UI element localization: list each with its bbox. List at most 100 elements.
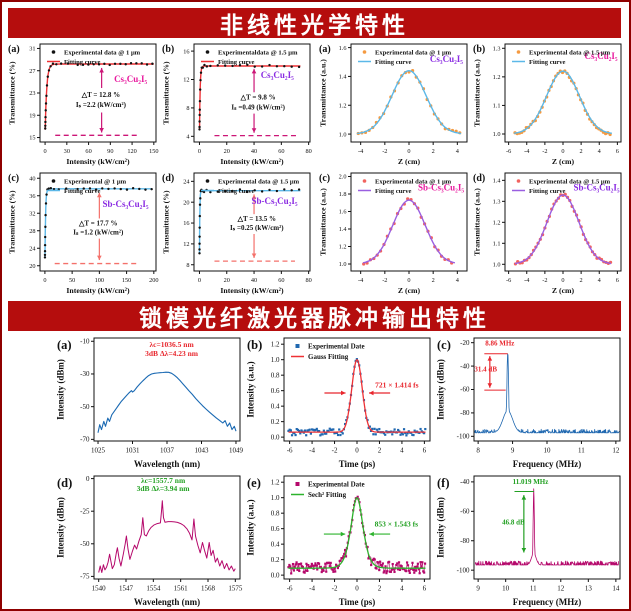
svg-text:4: 4 [456,277,460,284]
svg-text:Sb-Cs₃Cu₂I₅: Sb-Cs₃Cu₂I₅ [251,196,297,206]
svg-text:60: 60 [85,148,91,155]
svg-text:Intensity (a.u.): Intensity (a.u.) [246,361,256,417]
svg-text:1.1: 1.1 [493,103,501,110]
svg-text:Sech² Fitting: Sech² Fitting [308,491,347,499]
svg-text:0: 0 [407,277,410,284]
svg-text:0.2: 0.2 [271,556,280,564]
svg-text:4: 4 [400,585,404,593]
svg-text:-10: -10 [80,337,90,345]
svg-text:8: 8 [186,105,189,112]
svg-text:23: 23 [29,90,35,97]
svg-text:Intensity (a.u.): Intensity (a.u.) [246,499,256,555]
svg-text:1568: 1568 [201,585,216,593]
svg-text:1547: 1547 [119,585,134,593]
svg-text:-80: -80 [460,537,470,545]
svg-text:Sb-Cs₃Cu₂I₅: Sb-Cs₃Cu₂I₅ [102,199,148,209]
svg-text:1031: 1031 [126,447,141,455]
panel-spectrum-1557nm: 1540 1547 1554 1561 1568 1575 0 -25 -50 -75 Wavele… [54,472,246,609]
svg-text:0: 0 [43,277,46,284]
svg-text:0.8: 0.8 [271,509,280,517]
svg-text:1.0: 1.0 [271,494,280,502]
svg-text:0.2: 0.2 [271,418,280,426]
svg-text:Experimental data @ 1.5 μm: Experimental data @ 1.5 μm [529,178,611,185]
svg-text:(b): (b) [473,44,485,55]
svg-text:721 × 1.414 fs: 721 × 1.414 fs [375,381,419,390]
svg-text:11.019 MHz: 11.019 MHz [513,478,549,486]
svg-text:1.2: 1.2 [339,244,347,251]
svg-text:1.6: 1.6 [339,45,347,52]
svg-text:-2: -2 [332,585,338,593]
svg-text:4: 4 [186,134,190,141]
svg-text:0.6: 0.6 [271,387,280,395]
svg-text:Cs₃Cu₂I₅: Cs₃Cu₂I₅ [261,70,294,80]
svg-text:120: 120 [127,148,136,155]
svg-text:16: 16 [183,48,189,55]
svg-text:-25: -25 [80,507,90,515]
svg-text:Transmittance (%): Transmittance (%) [8,190,17,254]
svg-text:Transmittance (a.u.): Transmittance (a.u.) [473,59,482,127]
svg-text:Iₛ =0.25 (kW/cm²): Iₛ =0.25 (kW/cm²) [230,224,284,232]
svg-text:Transmittance (%): Transmittance (%) [162,61,171,125]
svg-text:-2: -2 [542,148,547,155]
svg-text:-30: -30 [80,370,90,378]
svg-text:80: 80 [305,148,311,155]
panel-spectrum-1036nm: 1025 1031 1037 1043 1049 -10 -30 -50 -70 Waveleng… [54,334,246,472]
svg-text:Experimental @ 1 μm: Experimental @ 1 μm [64,178,127,185]
svg-text:-2: -2 [332,447,338,455]
svg-text:0.0: 0.0 [271,571,280,579]
svg-text:-60: -60 [460,386,470,394]
svg-text:1.8: 1.8 [339,191,347,198]
svg-text:4: 4 [400,447,404,455]
svg-text:1.0: 1.0 [493,131,501,138]
svg-text:36: 36 [29,193,35,200]
svg-text:(a): (a) [8,44,20,55]
svg-text:(f): (f) [437,476,450,490]
svg-text:-2: -2 [382,148,387,155]
svg-text:100: 100 [95,277,104,284]
chart-canvas: 0 20 40 60 80 8 12 16 20 24 Intensity (kW/cm²) Tran… [162,172,312,295]
svg-text:10: 10 [502,585,510,593]
svg-text:Intensity (dBm): Intensity (dBm) [436,359,446,420]
svg-text:31: 31 [29,46,35,53]
svg-text:Gauss Fitting: Gauss Fitting [308,353,349,361]
svg-text:-6: -6 [287,447,293,455]
svg-text:Experimental data @ 1.5 μm: Experimental data @ 1.5 μm [529,49,611,56]
panel-sa-1um: 0 30 60 90 120 150 15 19 23 27 31 Intensity (kW/cm²… [7,40,161,169]
svg-text:Transmittance (a.u.): Transmittance (a.u.) [319,188,328,256]
svg-text:1.0: 1.0 [493,261,501,268]
chart-canvas: 0 30 60 90 120 150 15 19 23 27 31 Intensity (kW/cm²… [8,43,159,166]
svg-text:1.0: 1.0 [339,131,347,138]
svg-text:△T = 17.7 %: △T = 17.7 % [78,220,117,228]
svg-text:(c): (c) [8,173,19,184]
svg-text:Z (cm): Z (cm) [552,286,575,295]
svg-text:0: 0 [198,148,201,155]
svg-text:Fitting curve: Fitting curve [64,59,101,66]
svg-text:1037: 1037 [160,447,175,455]
chart-canvas: -6 -4 -2 0 2 4 6 0.0 0.2 0.4 0.6 0.8 1.0 1.2 Time (ps)… [246,475,431,607]
section-title-nonlinear-optics: 非线性光学特性 [8,8,621,38]
svg-text:Time (ps): Time (ps) [339,597,376,607]
svg-text:853 × 1.543 fs: 853 × 1.543 fs [375,519,419,528]
svg-text:20: 20 [183,199,189,206]
svg-text:-75: -75 [80,573,90,581]
svg-text:△T = 12.8 %: △T = 12.8 % [81,91,120,99]
chart-canvas: 1540 1547 1554 1561 1568 1575 0 -25 -50 -75 Wavele… [56,475,243,607]
svg-text:Intensity (kW/cm²): Intensity (kW/cm²) [220,286,284,295]
svg-text:(d): (d) [162,173,174,184]
svg-text:Fitting curve: Fitting curve [375,188,412,195]
panel-zscan-1um: -4 -2 0 2 4 1.0 1.2 1.4 1.6 Z (cm) Transmittance (… [318,40,472,169]
svg-text:1.2: 1.2 [271,478,280,486]
svg-text:60: 60 [278,277,284,284]
svg-text:15: 15 [29,135,35,142]
svg-text:-20: -20 [460,339,470,347]
svg-text:50: 50 [69,277,75,284]
svg-text:20: 20 [29,263,35,270]
svg-text:Intensity (dBm): Intensity (dBm) [436,497,446,558]
chart-canvas: 0 50 100 150 200 20 24 28 32 36 40 Intensity (kW/cm… [8,172,159,295]
panel-rf-8mhz: 8 9 10 11 12 -20 -40 -60 -80 -100 Frequency (MHz) I… [434,334,626,472]
svg-text:1.2: 1.2 [493,220,501,227]
svg-text:-100: -100 [457,566,470,574]
svg-text:1540: 1540 [92,585,107,593]
svg-text:150: 150 [122,277,131,284]
panel-zscan-1p5um: -6 -4 -2 0 2 4 6 1.0 1.1 1.2 1.3 Z (cm) Transmittanc… [472,40,626,169]
